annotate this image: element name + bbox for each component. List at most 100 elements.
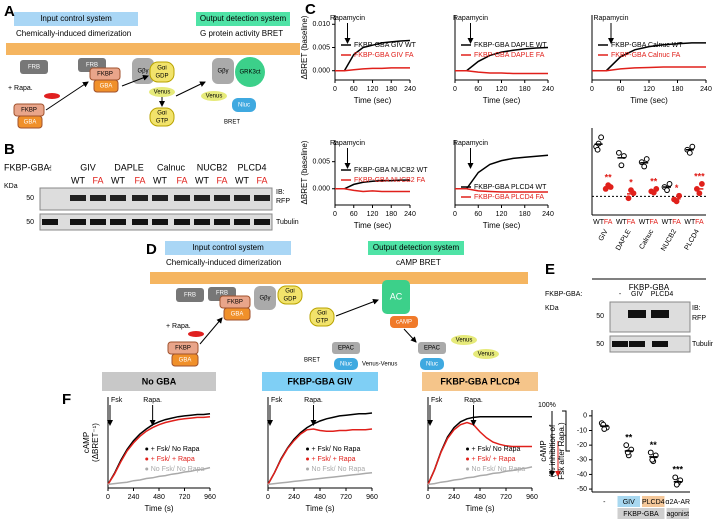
nluc — [420, 358, 444, 370]
legend-label: No Fsk/ No Rapa — [151, 466, 205, 473]
group-box — [617, 508, 665, 519]
y-tick-label: 0.010 — [312, 21, 330, 28]
significance: ** — [605, 173, 613, 183]
series-line — [427, 466, 533, 486]
ac — [382, 280, 410, 314]
category-label: GIV — [598, 228, 610, 242]
title-box — [422, 372, 538, 391]
x-tick-label: 120 — [496, 211, 508, 218]
label: FKBP-GBA: — [545, 291, 582, 298]
nluc1: Nluc — [340, 362, 352, 368]
vv: Venus-Venus — [362, 362, 397, 368]
significance: * — [629, 178, 633, 188]
gba1: GBA — [179, 358, 192, 364]
arrow — [199, 317, 223, 345]
tubulin: Tubulin — [692, 341, 713, 348]
data-point — [598, 134, 605, 141]
venus — [201, 91, 227, 101]
data-point — [676, 192, 682, 199]
significance: ** — [650, 440, 658, 450]
legend-label: FKBP-GBA NUCB2 FA — [354, 177, 426, 184]
fkbp1: FKBP — [175, 346, 191, 352]
output-box — [368, 241, 464, 255]
label: FKBP-GBA: — [4, 162, 52, 172]
category-label: DAPLE — [615, 228, 633, 252]
rapa: + Rapa. — [166, 323, 191, 330]
x-tick-label: 180 — [385, 211, 397, 218]
x-axis-label: Time (sec) — [630, 96, 668, 105]
x-tick-label: 60 — [474, 211, 482, 218]
gba — [171, 353, 199, 367]
frb — [176, 288, 204, 302]
event-label: Rapamycin — [593, 15, 628, 22]
band — [214, 219, 230, 225]
membrane — [150, 272, 528, 284]
band — [652, 341, 668, 347]
item: PLCD4 — [651, 291, 674, 298]
rfp: RFP — [276, 198, 290, 205]
x-tick-label: 120 — [496, 86, 508, 93]
legend-marker — [466, 457, 470, 461]
epac — [332, 342, 360, 354]
x-tick-label: 240 — [128, 494, 140, 501]
annotation: 100% — [538, 402, 556, 409]
series-line — [592, 42, 706, 72]
gdp: GDP — [155, 74, 168, 80]
band — [90, 219, 106, 225]
gba — [223, 307, 251, 321]
x-tick-label: 60 — [617, 86, 625, 93]
chart-title: FKBP-GBA GIV — [287, 376, 352, 386]
x-tick-label: 0 — [333, 211, 337, 218]
kda: KDa — [545, 305, 559, 312]
band — [628, 310, 646, 318]
event-label: Fsk — [111, 397, 123, 404]
y-tick-label: -30 — [577, 457, 587, 464]
series-label: WT — [684, 219, 696, 226]
band — [174, 195, 190, 201]
y-tick-label: 0.005 — [312, 44, 330, 51]
series-label: FA — [604, 219, 613, 226]
x-tick-label: 180 — [519, 211, 531, 218]
chart-title: FKBP-GBA PLCD4 — [440, 376, 519, 386]
series-line — [455, 46, 549, 72]
band — [42, 219, 58, 225]
x-tick-label: 60 — [474, 86, 482, 93]
g-alpha — [277, 285, 303, 305]
legend-label: FKBP-GBA Calnuc WT — [611, 42, 683, 49]
chart-title: No GBA — [142, 376, 177, 386]
x-tick-label: 0 — [453, 86, 457, 93]
y-tick-label: 0.005 — [312, 159, 330, 166]
venus-b: Venus — [478, 352, 495, 358]
significance: ** — [650, 176, 658, 186]
y-tick-label: -40 — [577, 471, 587, 478]
frb — [20, 60, 48, 74]
ac: AC — [390, 291, 403, 301]
category-label: GIV — [623, 499, 635, 506]
x-tick-label: 60 — [350, 211, 358, 218]
rapamycin — [44, 93, 60, 99]
band — [110, 195, 126, 201]
nluc — [334, 358, 358, 370]
band — [194, 195, 210, 201]
frb1: FRB — [28, 65, 40, 71]
venus — [149, 87, 175, 97]
series-line — [267, 428, 373, 485]
x-tick-label: 960 — [366, 494, 378, 501]
g-alpha-gtp — [309, 307, 335, 327]
x-tick-label: 0 — [426, 494, 430, 501]
data-point — [696, 190, 703, 197]
event-label: Rapa. — [464, 397, 483, 404]
band — [629, 341, 645, 347]
legend-marker — [145, 467, 149, 471]
lane-label: PLCD4 — [237, 162, 266, 172]
lane-label: Calnuc — [157, 162, 186, 172]
legend-label: + Fsk/ + Rapa — [312, 456, 356, 463]
kda: KDa — [4, 183, 18, 190]
series-line — [267, 471, 373, 486]
significance: *** — [694, 171, 705, 181]
data-point — [672, 474, 679, 481]
series-line — [107, 415, 211, 485]
x-tick-label: 0 — [266, 494, 270, 501]
x-tick-label: 480 — [314, 494, 326, 501]
y-tick-label: 0.000 — [312, 186, 330, 193]
